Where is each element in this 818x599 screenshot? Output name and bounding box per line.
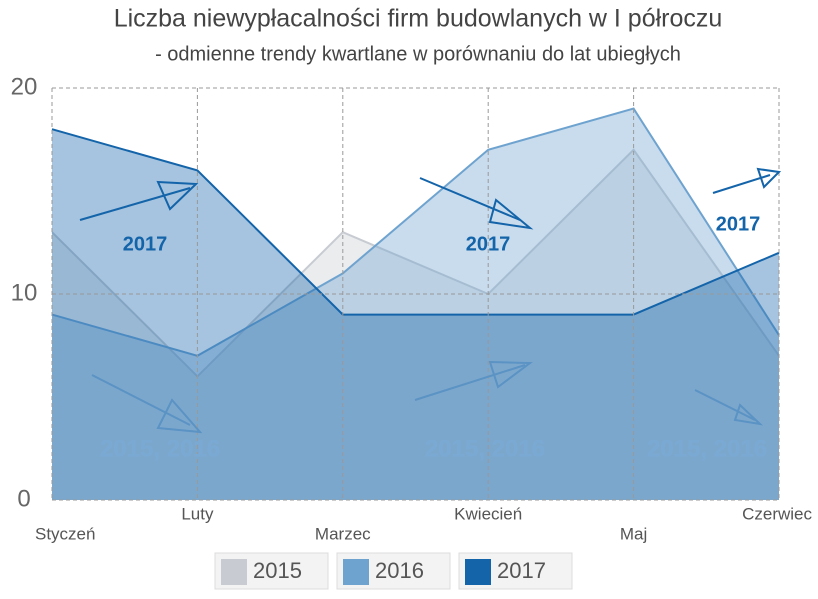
plot <box>51 87 780 501</box>
line <box>51 148 780 378</box>
legend-label: 2017 <box>497 558 546 583</box>
x-tick-label: Maj <box>620 524 647 543</box>
annotation: 2015, 2016 <box>100 435 220 462</box>
line <box>51 128 780 316</box>
y-tick-label: 0 <box>17 485 30 512</box>
legend-swatch <box>465 559 491 585</box>
arrow <box>79 167 782 230</box>
annotation: 2015, 2016 <box>425 435 545 462</box>
annotation: 2017 <box>716 213 761 235</box>
area <box>52 108 779 500</box>
annotation: 2017 <box>466 233 511 255</box>
legend: 2015 2016 2017 <box>214 552 573 590</box>
line <box>51 107 780 357</box>
x-tick-label: Kwiecień <box>454 504 522 523</box>
chart-title: Liczba niewypłacalności firm budowlanych… <box>114 5 723 33</box>
y-tick-label: 20 <box>11 73 38 100</box>
legend-label: 2015 <box>253 558 302 583</box>
annotation: 2015, 2016 <box>647 435 767 462</box>
x-tick-label: Marzec <box>315 524 371 543</box>
y-tick-label: 10 <box>11 279 38 306</box>
area <box>52 149 779 501</box>
chart-subtitle: - odmienne trendy kwartlane w porównaniu… <box>155 43 681 65</box>
legend-swatch <box>343 559 369 585</box>
annotation: 2017 <box>123 233 168 255</box>
x-tick-label: Styczeń <box>35 524 95 543</box>
arrows <box>79 167 782 434</box>
legend-swatch <box>221 559 247 585</box>
area <box>52 129 779 500</box>
arrow <box>91 360 764 434</box>
legend-label: 2016 <box>375 558 424 583</box>
x-tick-label: Czerwiec <box>742 504 812 523</box>
x-tick-label: Luty <box>181 504 214 523</box>
